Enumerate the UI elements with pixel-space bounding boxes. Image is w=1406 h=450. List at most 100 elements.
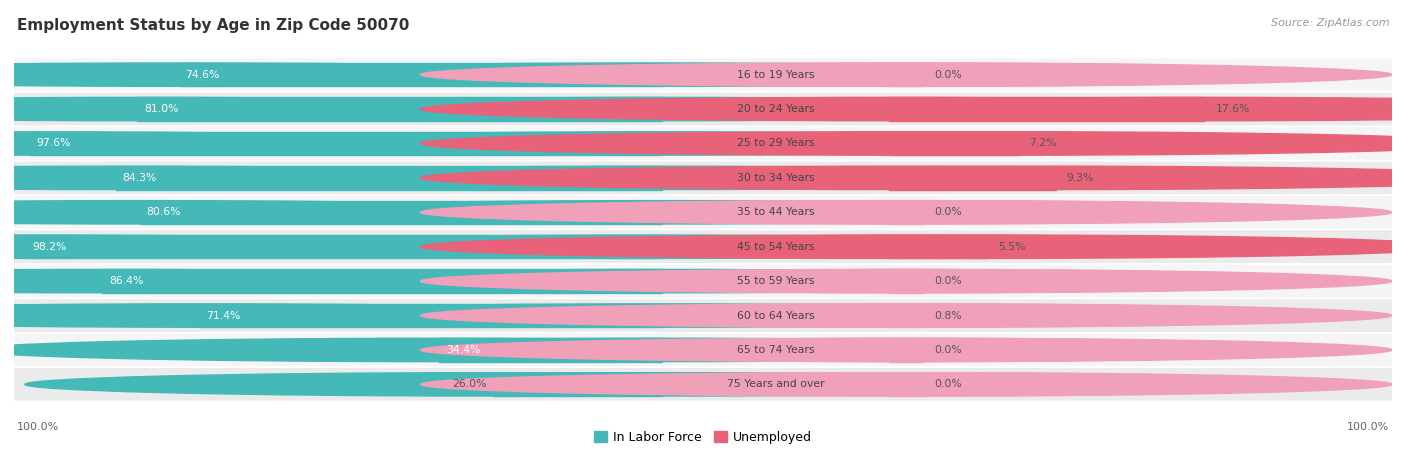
Text: 5.5%: 5.5%: [998, 242, 1026, 252]
FancyBboxPatch shape: [14, 196, 1392, 229]
Circle shape: [420, 235, 1358, 258]
Text: 75 Years and over: 75 Years and over: [727, 379, 824, 389]
Legend: In Labor Force, Unemployed: In Labor Force, Unemployed: [595, 431, 811, 444]
Circle shape: [456, 338, 1392, 362]
Bar: [889, 338, 924, 362]
FancyBboxPatch shape: [14, 333, 1392, 366]
Circle shape: [456, 270, 1392, 293]
Text: Source: ZipAtlas.com: Source: ZipAtlas.com: [1271, 18, 1389, 28]
Circle shape: [0, 201, 609, 224]
Bar: [25, 235, 662, 258]
Bar: [179, 63, 662, 86]
Text: 45 to 54 Years: 45 to 54 Years: [737, 242, 814, 252]
Circle shape: [456, 373, 1392, 396]
Circle shape: [550, 132, 1406, 155]
Circle shape: [0, 97, 606, 121]
Circle shape: [193, 132, 1130, 155]
Circle shape: [420, 132, 1358, 155]
Circle shape: [193, 373, 1130, 396]
Text: 34.4%: 34.4%: [446, 345, 481, 355]
Text: 0.0%: 0.0%: [935, 70, 962, 80]
Text: 7.2%: 7.2%: [1029, 139, 1056, 148]
Text: 30 to 34 Years: 30 to 34 Years: [737, 173, 814, 183]
Text: 84.3%: 84.3%: [122, 173, 157, 183]
Circle shape: [456, 63, 1392, 86]
Circle shape: [420, 338, 1358, 362]
Circle shape: [0, 166, 585, 189]
Text: 20 to 24 Years: 20 to 24 Years: [737, 104, 814, 114]
FancyBboxPatch shape: [14, 299, 1392, 332]
Bar: [103, 270, 662, 293]
FancyBboxPatch shape: [14, 368, 1392, 400]
Text: 65 to 74 Years: 65 to 74 Years: [737, 345, 814, 355]
Text: 55 to 59 Years: 55 to 59 Years: [737, 276, 814, 286]
Circle shape: [0, 63, 647, 86]
FancyBboxPatch shape: [14, 162, 1392, 194]
Circle shape: [519, 235, 1406, 258]
Circle shape: [735, 97, 1406, 121]
Text: 100.0%: 100.0%: [1347, 422, 1389, 432]
Text: 80.6%: 80.6%: [146, 207, 181, 217]
Bar: [889, 201, 924, 224]
Circle shape: [588, 166, 1406, 189]
Text: 9.3%: 9.3%: [1067, 173, 1094, 183]
Text: 0.0%: 0.0%: [935, 276, 962, 286]
Text: 100.0%: 100.0%: [17, 422, 59, 432]
FancyBboxPatch shape: [14, 127, 1392, 160]
FancyBboxPatch shape: [14, 265, 1392, 297]
Circle shape: [420, 166, 1358, 189]
Bar: [889, 166, 1056, 189]
Bar: [889, 63, 924, 86]
Text: 74.6%: 74.6%: [186, 70, 219, 80]
Bar: [494, 373, 662, 396]
Text: 98.2%: 98.2%: [32, 242, 67, 252]
Circle shape: [0, 132, 498, 155]
Circle shape: [420, 97, 1358, 121]
Bar: [889, 132, 1018, 155]
Text: 0.0%: 0.0%: [935, 207, 962, 217]
Bar: [889, 97, 1205, 121]
Circle shape: [420, 304, 1358, 327]
Bar: [138, 97, 662, 121]
Circle shape: [0, 235, 494, 258]
FancyBboxPatch shape: [14, 58, 1392, 91]
Circle shape: [420, 373, 1358, 396]
Bar: [139, 201, 662, 224]
Circle shape: [193, 304, 1130, 327]
Circle shape: [0, 304, 668, 327]
Circle shape: [193, 97, 1130, 121]
Bar: [200, 304, 662, 327]
Circle shape: [193, 201, 1130, 224]
Circle shape: [25, 373, 962, 396]
Bar: [889, 270, 924, 293]
Circle shape: [0, 338, 907, 362]
Text: 81.0%: 81.0%: [143, 104, 179, 114]
Bar: [30, 132, 662, 155]
Circle shape: [193, 338, 1130, 362]
Circle shape: [420, 63, 1358, 86]
Text: 26.0%: 26.0%: [451, 379, 486, 389]
FancyBboxPatch shape: [14, 230, 1392, 263]
Text: 0.8%: 0.8%: [935, 310, 962, 320]
Text: 0.0%: 0.0%: [935, 379, 962, 389]
Text: 0.0%: 0.0%: [935, 345, 962, 355]
Text: 16 to 19 Years: 16 to 19 Years: [737, 70, 814, 80]
Bar: [115, 166, 662, 189]
Circle shape: [193, 166, 1130, 189]
Bar: [889, 304, 924, 327]
Text: 35 to 44 Years: 35 to 44 Years: [737, 207, 814, 217]
Circle shape: [456, 304, 1392, 327]
Circle shape: [193, 63, 1130, 86]
Bar: [439, 338, 662, 362]
Text: 17.6%: 17.6%: [1215, 104, 1250, 114]
Text: 71.4%: 71.4%: [207, 310, 240, 320]
Text: 86.4%: 86.4%: [110, 276, 143, 286]
Circle shape: [456, 201, 1392, 224]
Circle shape: [420, 201, 1358, 224]
FancyBboxPatch shape: [14, 93, 1392, 126]
Text: 60 to 64 Years: 60 to 64 Years: [737, 310, 814, 320]
Text: 25 to 29 Years: 25 to 29 Years: [737, 139, 814, 148]
Circle shape: [0, 270, 571, 293]
Text: Employment Status by Age in Zip Code 50070: Employment Status by Age in Zip Code 500…: [17, 18, 409, 33]
Circle shape: [193, 270, 1130, 293]
